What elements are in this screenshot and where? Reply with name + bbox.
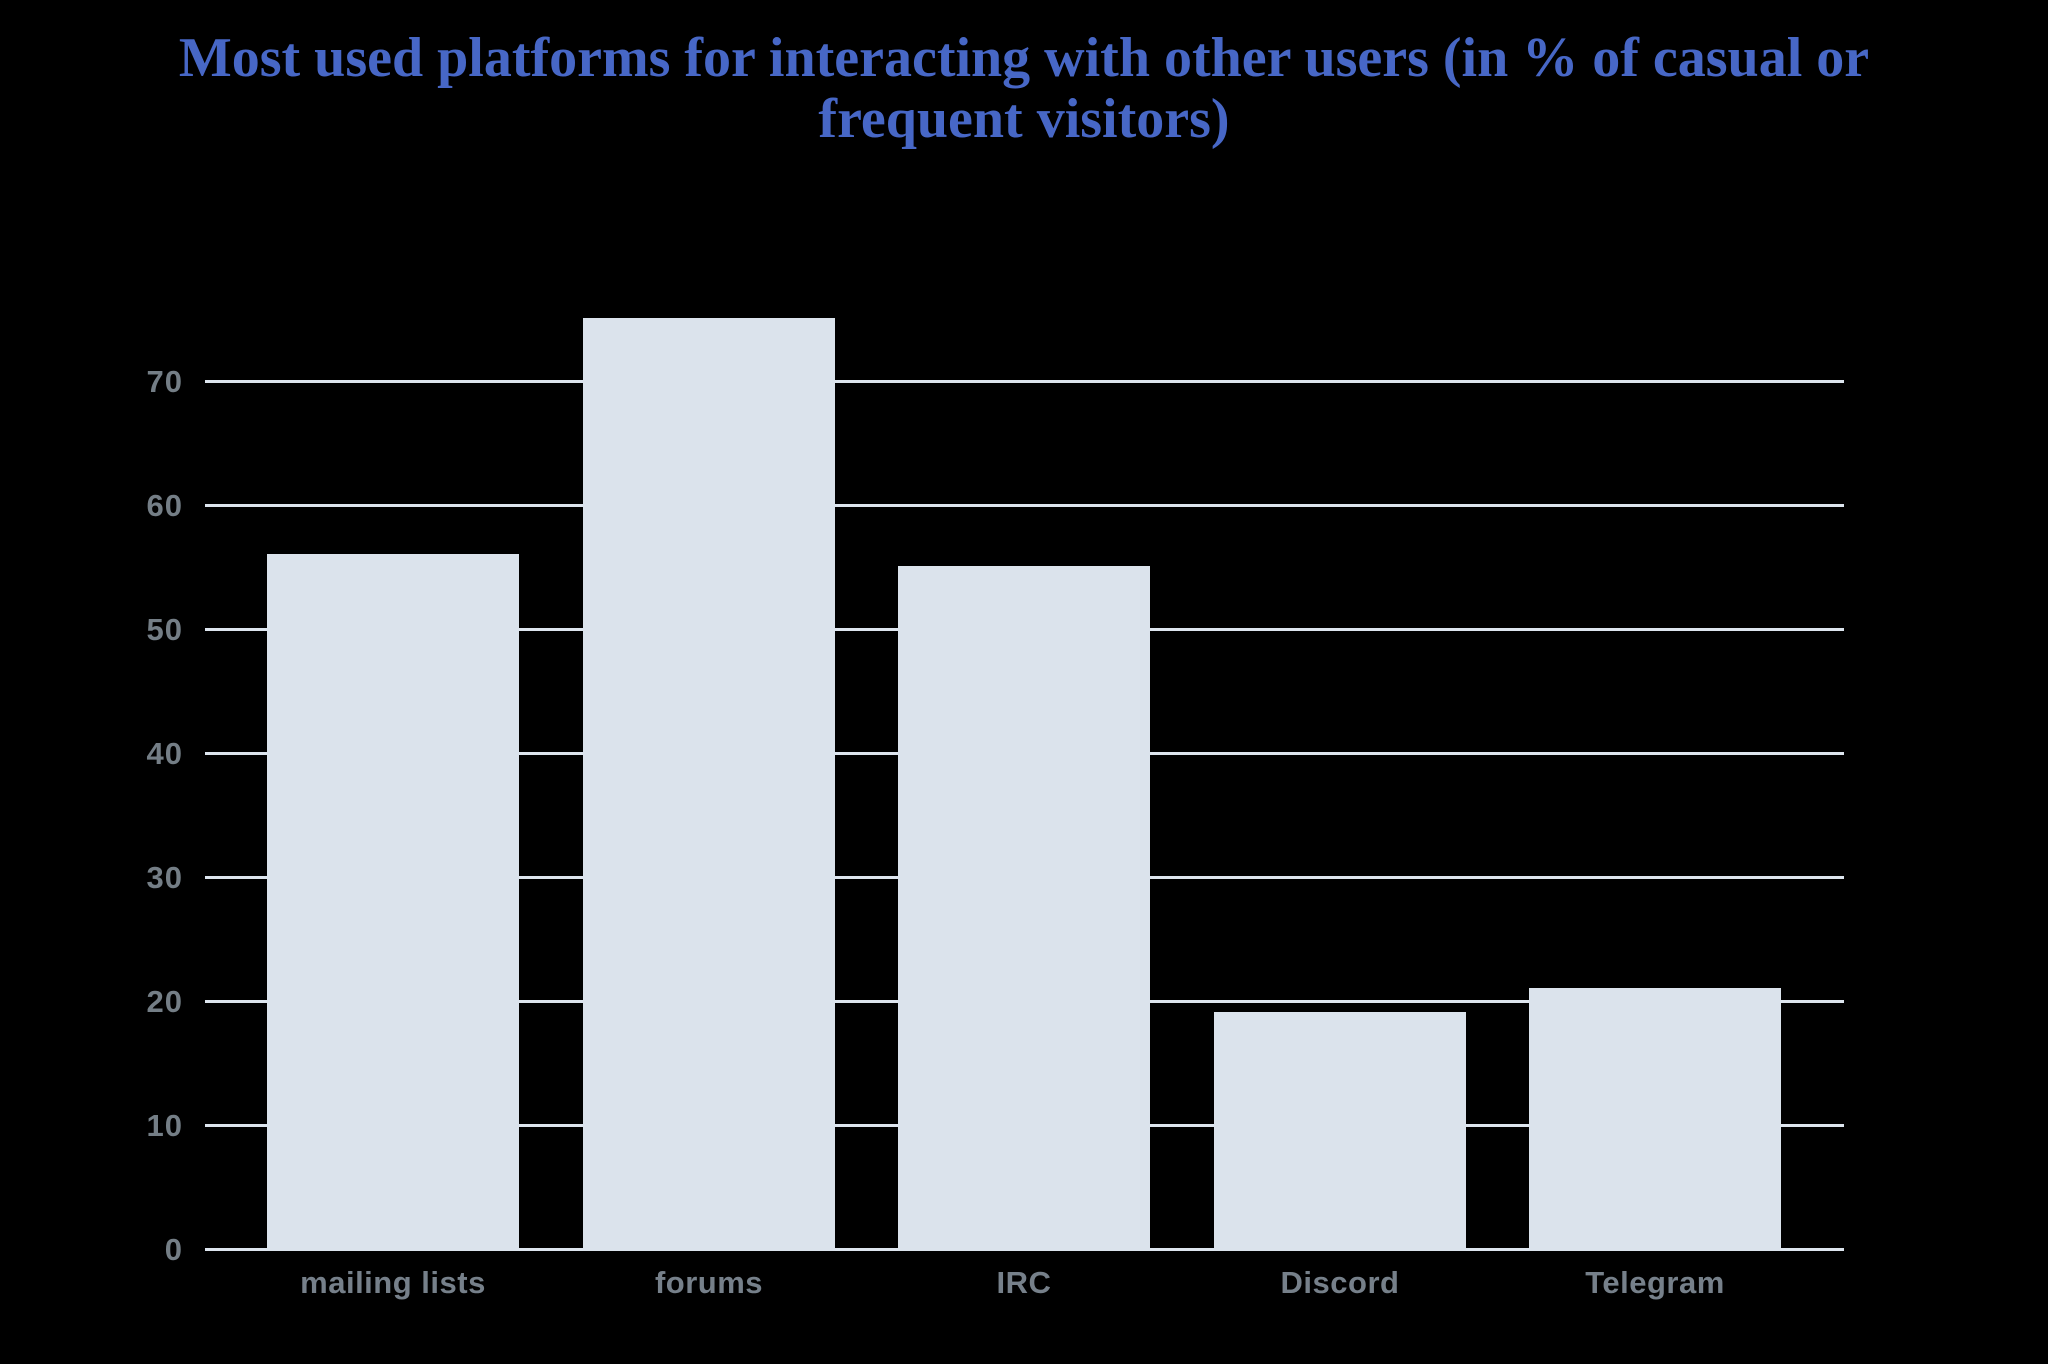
gridline-60 (205, 504, 1844, 507)
bar-discord (1214, 1012, 1466, 1251)
y-tick-label-40: 40 (146, 735, 183, 771)
chart-title: Most used platforms for interacting with… (84, 28, 1964, 150)
y-tick-label-60: 60 (146, 487, 183, 523)
y-tick-label-30: 30 (146, 859, 183, 895)
bar-telegram (1529, 988, 1781, 1251)
bar-mailing-lists (267, 554, 519, 1251)
chart-title-line-1: Most used platforms for interacting with… (178, 27, 1870, 89)
y-tick-label-50: 50 (146, 611, 183, 647)
x-category-label-forums: forums (654, 1265, 764, 1300)
x-category-label-discord: Discord (1280, 1265, 1400, 1300)
y-tick-label-10: 10 (146, 1107, 183, 1143)
gridline-70 (205, 380, 1844, 383)
bar-irc (898, 566, 1150, 1251)
x-category-label-mailing-lists: mailing lists (300, 1265, 486, 1300)
bar-forums (583, 318, 835, 1251)
y-tick-label-20: 20 (146, 983, 183, 1019)
chart-title-line-2: frequent visitors) (818, 88, 1230, 150)
y-tick-label-0: 0 (164, 1231, 183, 1267)
x-category-label-telegram: Telegram (1585, 1265, 1725, 1300)
x-category-label-irc: IRC (996, 1265, 1052, 1300)
y-tick-label-70: 70 (146, 363, 183, 399)
